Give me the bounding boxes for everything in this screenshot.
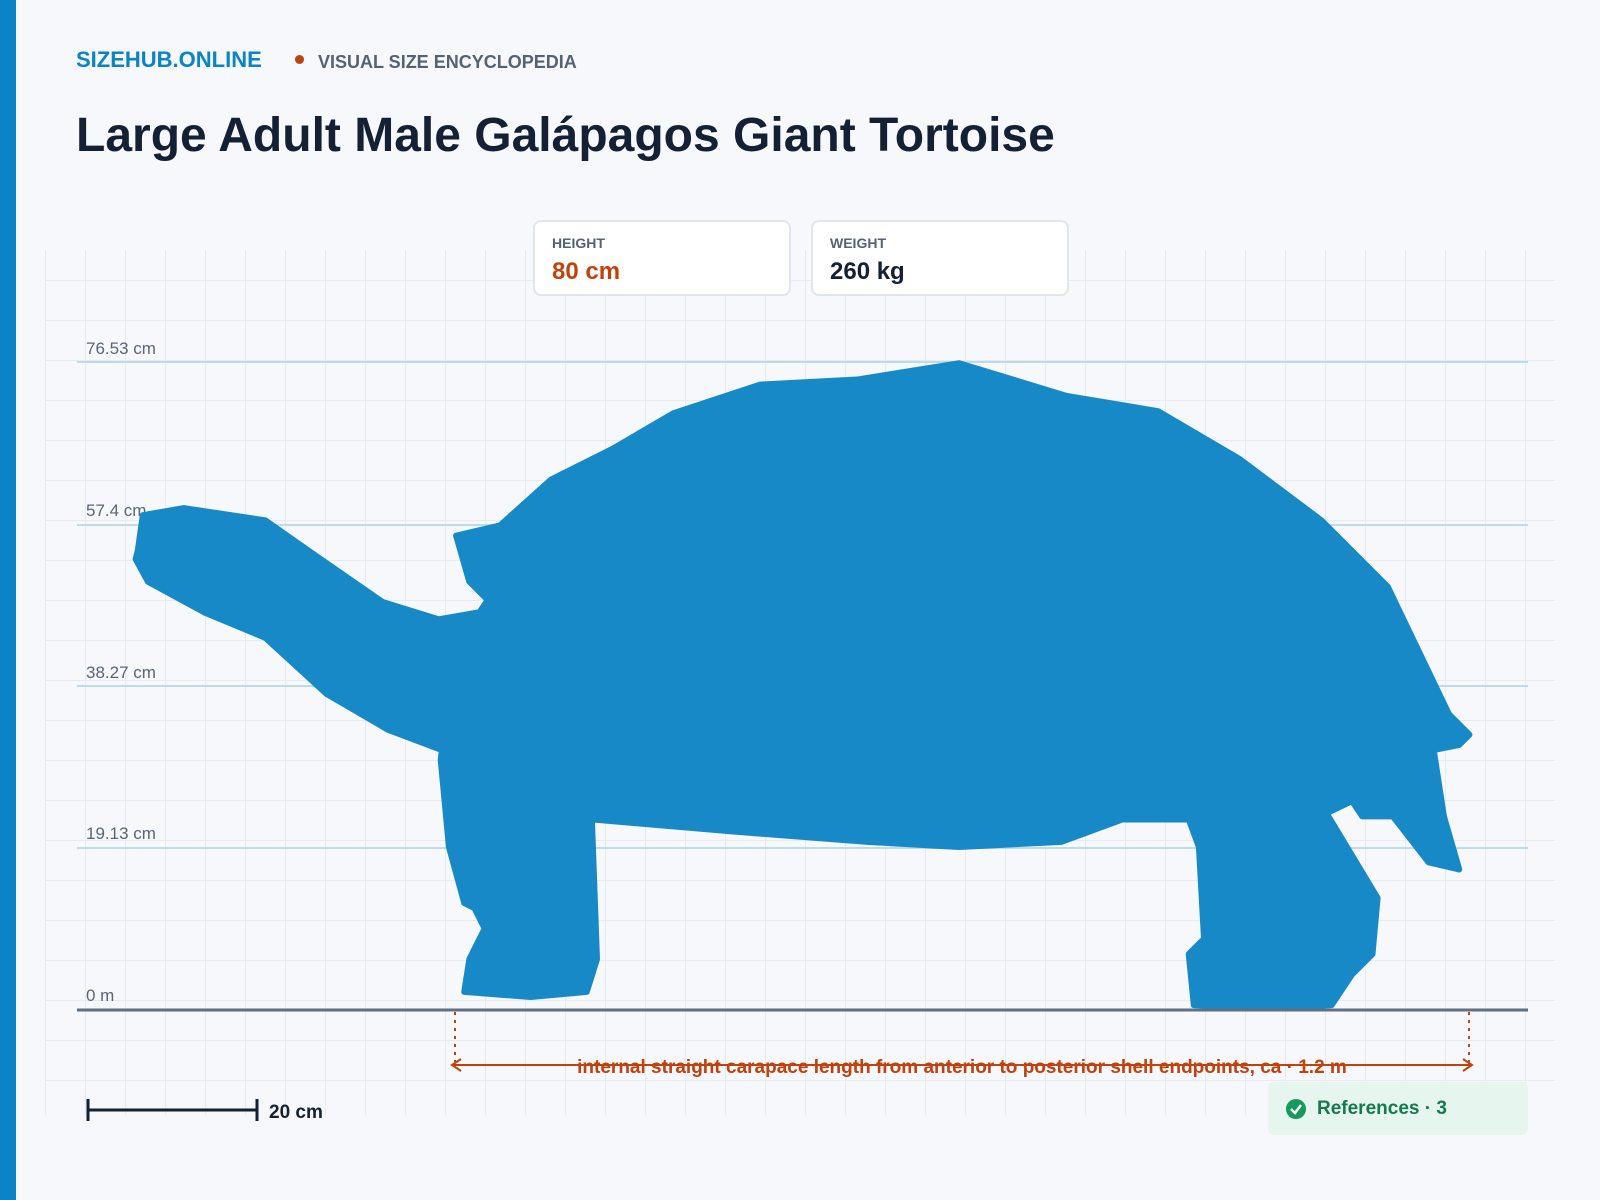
tagline: VISUAL SIZE ENCYCLOPEDIA — [318, 52, 577, 72]
reference-label: 57.4 cm — [86, 501, 146, 520]
scale-bar-label: 20 cm — [269, 1102, 323, 1123]
reference-label: 38.27 cm — [86, 663, 156, 682]
scale-bar — [86, 1099, 259, 1121]
stat-label: HEIGHT — [552, 235, 605, 251]
references-label[interactable]: References · 3 — [1317, 1098, 1447, 1119]
reference-label: 19.13 cm — [86, 824, 156, 843]
stat-label: WEIGHT — [830, 235, 886, 251]
references-button[interactable]: References · 3 — [1268, 1082, 1528, 1135]
accent-bar — [0, 0, 16, 1200]
reference-label: 0 m — [86, 986, 114, 1005]
stat-value: 260 kg — [830, 258, 905, 285]
stat-value: 80 cm — [552, 258, 621, 285]
silhouette — [132, 360, 1473, 1012]
page-title: Large Adult Male Galápagos Giant Tortois… — [76, 109, 1055, 162]
reference-label: 76.53 cm — [86, 339, 156, 358]
brand[interactable]: SIZEHUB.ONLINE — [76, 47, 262, 72]
stat-card: WEIGHT 260 kg — [811, 220, 1069, 296]
dimension-label: internal straight carapace length from a… — [577, 1057, 1347, 1078]
check-icon — [1286, 1099, 1306, 1119]
tortoise-silhouette — [132, 360, 1473, 1012]
stat-card: HEIGHT 80 cm — [533, 220, 791, 296]
dimension-arrow — [450, 1058, 1474, 1072]
separator-dot — [295, 55, 304, 64]
